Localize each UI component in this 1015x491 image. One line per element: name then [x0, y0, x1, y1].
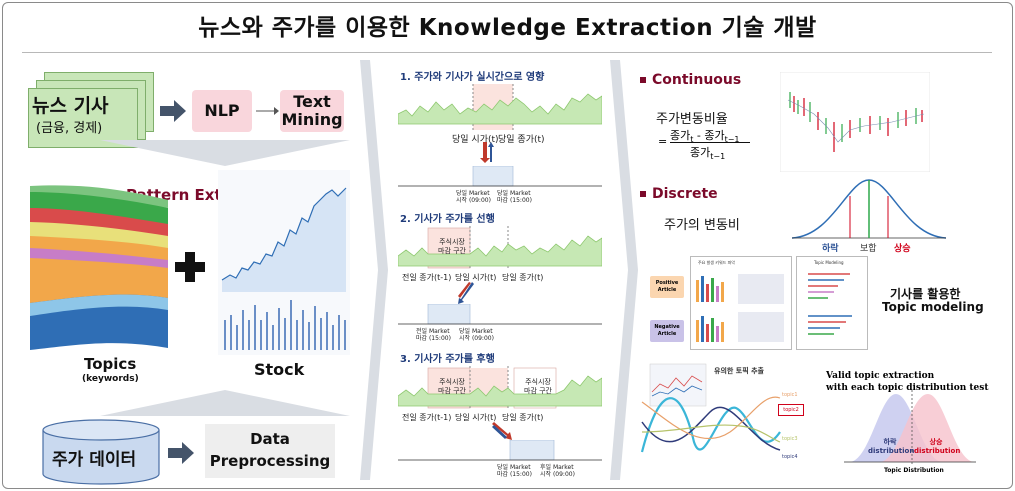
section3-title: 3. 기사가 주가를 후행 — [400, 354, 495, 365]
s1-day-open-label: 당일 시가(t) — [452, 135, 499, 145]
dist-up-label: 상승 distribution — [914, 438, 961, 455]
stock-label: Stock — [254, 360, 305, 379]
text-mining-box: Text Mining — [280, 90, 344, 132]
nlp-box: NLP — [192, 90, 252, 132]
discrete-bullet — [640, 191, 646, 197]
bell-flat-label: 보합 — [860, 244, 877, 254]
s3-day-open: 당일 시가(t) — [455, 413, 497, 422]
top-down-chevron — [100, 140, 350, 166]
s1-day-close-label: 당일 종가(t) — [498, 135, 545, 145]
text-mining-line2: Mining — [281, 110, 343, 129]
section1-title: 1. 주가와 기사가 실시간으로 영향 — [400, 72, 545, 83]
nlp-to-textmining-arrow — [256, 107, 279, 115]
section3-price-chart — [398, 366, 602, 410]
topic-text-1: 기사를 활용한 — [890, 287, 961, 301]
dist-axis-label: Topic Distribution — [884, 467, 944, 474]
s2-prev-close: 전일 종가(t-1) — [402, 273, 452, 282]
dist-down-label: 하락 distribution — [868, 438, 915, 455]
preprocess-line2: Preprocessing — [209, 452, 331, 470]
significant-topic-chart — [640, 363, 781, 453]
discrete-heading: Discrete — [640, 186, 718, 202]
topic-distribution-chart — [844, 390, 976, 464]
title-divider — [22, 52, 992, 53]
s3-market-close: 당일 Market 마감 (15:00) — [497, 464, 532, 478]
valid-text-1: Valid topic extraction — [826, 371, 935, 381]
text-mining-line1: Text — [293, 92, 331, 111]
topic-text-2: Topic modeling — [882, 300, 984, 314]
s3-diagonal-arrow — [492, 422, 512, 440]
sig-topic1: topic1 — [782, 392, 798, 398]
s1-market-close: 당일 Market 마감 (15:00) — [497, 190, 532, 204]
stock-data-label: 주가 데이터 — [52, 450, 137, 470]
stock-chart — [218, 170, 350, 355]
preprocess-line1: Data — [250, 430, 290, 448]
s2-market-prev-close: 전일 Market 마감 (15:00) — [416, 328, 451, 342]
section2-price-chart — [398, 226, 602, 270]
preprocess-box — [205, 424, 335, 478]
bell-up-label: 상승 — [894, 244, 911, 254]
s3-closed-box1-label: 주식시장 마감 구간 — [438, 378, 466, 395]
s3-day-close: 당일 종가(t) — [502, 413, 544, 422]
left-to-middle-chevron — [360, 60, 388, 480]
sig-topic-title: 유의한 토픽 추출 — [714, 367, 764, 375]
valid-text-2: with each topic distribution test — [826, 383, 989, 393]
s3-closed-box2-label: 주식시장 마감 구간 — [524, 378, 552, 395]
sig-topic3: topic3 — [782, 436, 798, 442]
data-to-preprocess-arrow — [168, 442, 194, 464]
ratio-formula: = 종가t - 종가t−1 종가t−1 — [658, 127, 768, 161]
negative-article-box: Negative Article — [650, 320, 684, 342]
topic-modeling-bars — [808, 273, 852, 335]
middle-to-right-chevron — [610, 60, 638, 480]
s3-prev-close: 전일 종가(t-1) — [402, 413, 452, 422]
s2-day-open: 당일 시가(t) — [455, 273, 497, 282]
section1-timeline — [398, 166, 602, 187]
bell-curve — [792, 179, 946, 239]
s1-market-open: 당일 Market 시작 (09:00) — [456, 190, 491, 204]
topics-sublabel: (keywords) — [82, 374, 139, 384]
topics-label: Topics — [84, 355, 137, 373]
section2-timeline — [398, 304, 602, 325]
topic-panel-title: Topic Modeling — [814, 260, 844, 265]
s3-market-next-open: 후일 Market 시작 (09:00) — [540, 464, 575, 478]
s2-closed-box-label: 주식시장 마감 구간 — [438, 238, 466, 255]
keyword-panel-title: 주요 발생 키워드 파악 — [698, 260, 735, 265]
stock-database-icon — [42, 419, 160, 485]
news-card-front — [28, 88, 138, 148]
s1-down-arrow — [480, 142, 494, 163]
discrete-desc: 주가의 변동비 — [664, 218, 740, 233]
s2-market-open: 당일 Market 시작 (09:00) — [459, 328, 494, 342]
positive-article-box: Positive Article — [650, 276, 684, 298]
page-title: 뉴스와 주가를 이용한 Knowledge Extraction 기술 개발 — [198, 15, 817, 41]
section2-title: 2. 기사가 주가를 선행 — [400, 214, 495, 225]
ratio-label: 주가변동비율 — [656, 112, 728, 127]
s2-diagonal-arrow — [458, 282, 474, 304]
topics-streamgraph — [30, 185, 168, 350]
news-title: 뉴스 기사 — [32, 95, 109, 117]
keyword-bars — [696, 274, 784, 342]
news-subtitle: (금융, 경제) — [36, 121, 103, 136]
continuous-bullet — [640, 77, 646, 83]
section3-timeline — [398, 440, 602, 461]
continuous-heading: Continuous — [640, 72, 741, 88]
s2-day-close: 당일 종가(t) — [502, 273, 544, 282]
bell-down-label: 하락 — [822, 244, 839, 254]
sig-topic2: topic2 — [778, 404, 804, 416]
sig-topic4: topic4 — [782, 454, 798, 460]
bottom-up-chevron — [100, 390, 350, 416]
section1-price-chart — [398, 84, 602, 130]
plus-icon — [175, 252, 205, 282]
news-to-nlp-arrow — [160, 100, 186, 122]
continuous-candlestick-chart — [780, 72, 930, 172]
